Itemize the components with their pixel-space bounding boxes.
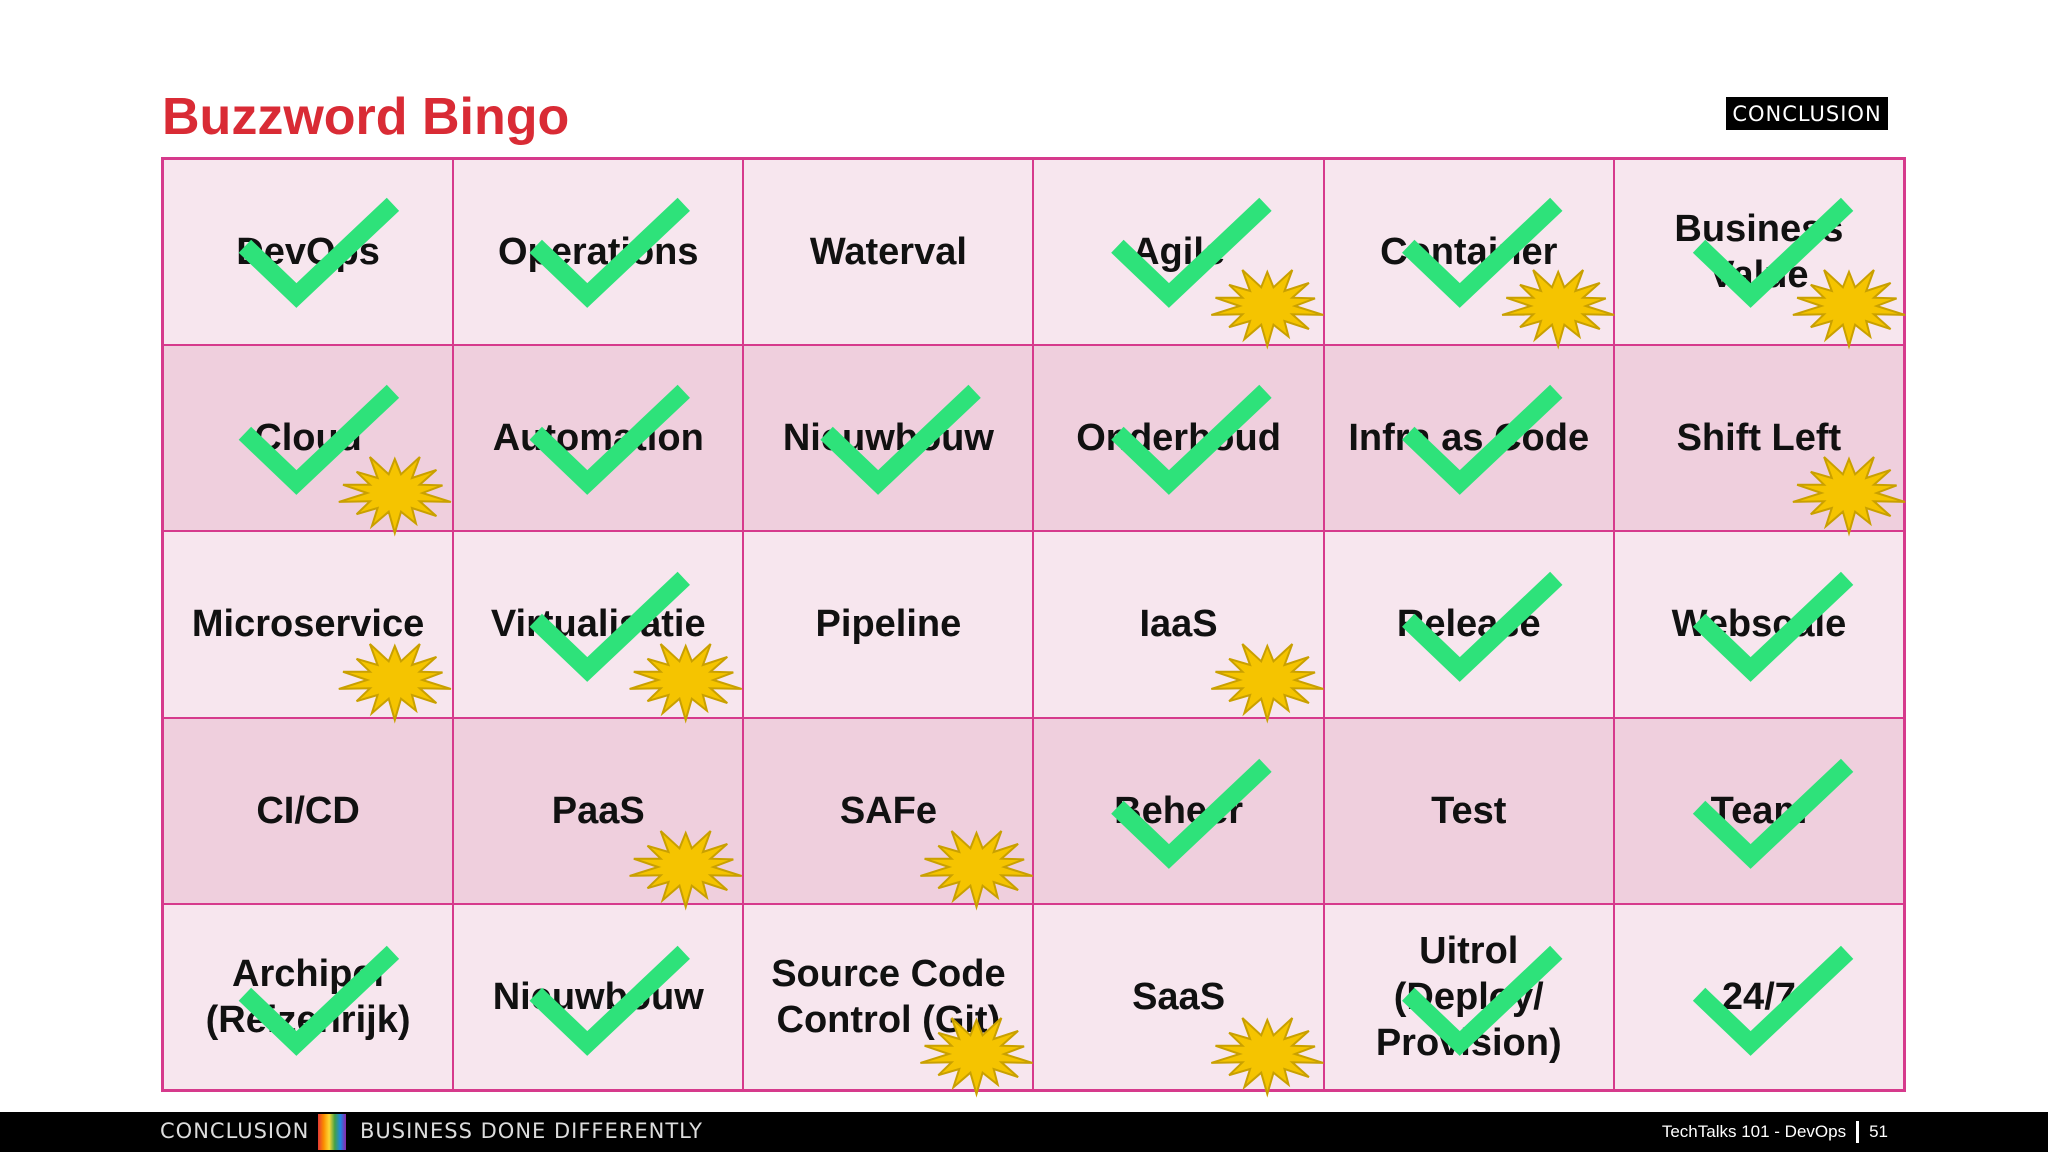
bingo-cell: Beheer xyxy=(1033,717,1324,904)
footer-tagline: BUSINESS DONE DIFFERENTLY xyxy=(360,1119,703,1143)
bingo-cell: 24/7 xyxy=(1613,903,1904,1090)
bingo-cell: Uitrol (Deploy/ Provision) xyxy=(1323,903,1614,1090)
bingo-cell-label: Operations xyxy=(497,231,699,274)
bingo-cell: Microservice xyxy=(163,531,454,718)
bingo-cell-label: Microservice xyxy=(191,603,425,646)
bingo-cell-label: Beheer xyxy=(1114,789,1243,832)
footer-bar: CONCLUSION BUSINESS DONE DIFFERENTLY Tec… xyxy=(0,1112,2048,1152)
bingo-cell: Waterval xyxy=(743,159,1034,346)
bingo-cell: Container xyxy=(1323,159,1614,346)
bingo-cell: Release xyxy=(1323,531,1614,718)
footer-separator xyxy=(1856,1121,1860,1143)
bingo-cell: Team xyxy=(1613,717,1904,904)
bingo-cell: PaaS xyxy=(453,717,744,904)
bingo-cell: Onderhoud xyxy=(1033,345,1324,532)
bingo-cell: Agile xyxy=(1033,159,1324,346)
bingo-cell-label: Business Value xyxy=(1674,208,1844,297)
bingo-cell-label: Archipel (Reizenrijk) xyxy=(205,952,411,1041)
bingo-cell: Source Code Control (Git) xyxy=(743,903,1034,1090)
bingo-cell: SaaS xyxy=(1033,903,1324,1090)
bingo-cell-label: Agile xyxy=(1132,231,1226,274)
bingo-cell-label: Nieuwbouw xyxy=(782,417,994,460)
bingo-cell-label: PaaS xyxy=(551,789,645,832)
footer-right: TechTalks 101 - DevOps 51 xyxy=(1662,1121,1888,1143)
bingo-cell-label: SaaS xyxy=(1132,975,1226,1018)
bingo-cell-label: SAFe xyxy=(839,789,937,832)
bingo-cell: Cloud xyxy=(163,345,454,532)
bingo-cell-label: 24/7 xyxy=(1721,975,1796,1018)
bingo-cell-label: Team xyxy=(1710,789,1808,832)
bingo-cell-label: Automation xyxy=(492,417,704,460)
bingo-cell-label: CI/CD xyxy=(256,789,360,832)
bingo-cell: Nieuwbouw xyxy=(743,345,1034,532)
bingo-cell-label: Source Code Control (Git) xyxy=(771,952,1006,1041)
bingo-cell-label: Shift Left xyxy=(1676,417,1842,460)
bingo-cell-label: Cloud xyxy=(254,417,362,460)
bingo-cell: CI/CD xyxy=(163,717,454,904)
bingo-grid: DevOps Operations Waterval Agile Container Bu… xyxy=(161,157,1906,1092)
footer-brand: CONCLUSION xyxy=(160,1119,310,1143)
bingo-cell: Nieuwbouw xyxy=(453,903,744,1090)
bingo-cell-label: Test xyxy=(1431,789,1507,832)
bingo-cell: DevOps xyxy=(163,159,454,346)
bingo-cell: SAFe xyxy=(743,717,1034,904)
bingo-cell: Infra as Code xyxy=(1323,345,1614,532)
slide-title: Buzzword Bingo xyxy=(162,88,570,146)
bingo-cell: IaaS xyxy=(1033,531,1324,718)
conclusion-logo: CONCLUSION xyxy=(1726,97,1888,130)
bingo-cell-label: Webscale xyxy=(1671,603,1847,646)
bingo-cell-label: Container xyxy=(1380,231,1558,274)
bingo-cell-label: Release xyxy=(1396,603,1541,646)
bingo-cell: Operations xyxy=(453,159,744,346)
footer-rainbow-divider xyxy=(318,1114,346,1150)
bingo-cell-label: Uitrol (Deploy/ Provision) xyxy=(1375,929,1562,1064)
bingo-cell: Shift Left xyxy=(1613,345,1904,532)
bingo-cell: Webscale xyxy=(1613,531,1904,718)
bingo-cell-label: DevOps xyxy=(236,231,380,274)
bingo-cell-label: Pipeline xyxy=(815,603,962,646)
bingo-cell-label: IaaS xyxy=(1139,603,1218,646)
bingo-cell: Archipel (Reizenrijk) xyxy=(163,903,454,1090)
bingo-cell: Pipeline xyxy=(743,531,1034,718)
bingo-cell: Automation xyxy=(453,345,744,532)
bingo-cell-label: Nieuwbouw xyxy=(492,975,704,1018)
bingo-cell-label: Waterval xyxy=(809,231,967,274)
page-number: 51 xyxy=(1869,1122,1888,1141)
bingo-cell-label: Infra as Code xyxy=(1348,417,1590,460)
bingo-cell-label: Virtualisatie xyxy=(490,603,706,646)
bingo-cell-label: Onderhoud xyxy=(1076,417,1281,460)
bingo-cell: Test xyxy=(1323,717,1614,904)
bingo-cell: Business Value xyxy=(1613,159,1904,346)
presentation-title: TechTalks 101 - DevOps xyxy=(1661,1122,1847,1141)
bingo-cell: Virtualisatie xyxy=(453,531,744,718)
